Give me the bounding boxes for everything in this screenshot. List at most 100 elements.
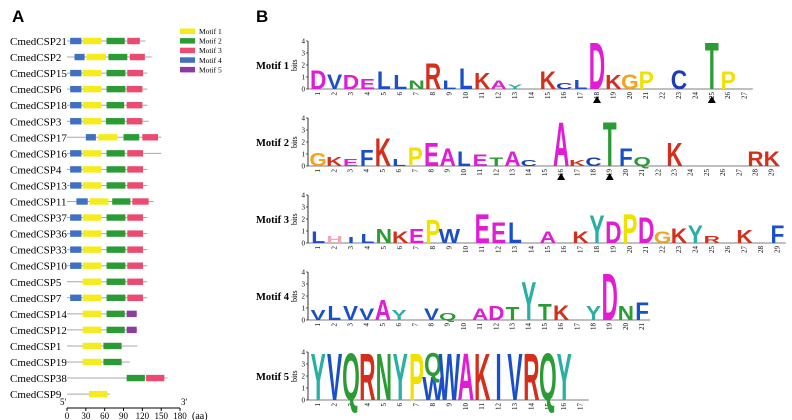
logo-glyph: Y <box>392 307 407 323</box>
logo-glyph: Y <box>586 302 601 325</box>
logo-glyph: F <box>619 144 633 172</box>
protein-name: CmedCSP2 <box>10 52 61 64</box>
motif-box <box>82 118 102 125</box>
motif-box <box>106 278 126 285</box>
motif-box <box>106 37 125 45</box>
bits-tick-label: 2 <box>302 216 306 224</box>
conserved-cysteine-marker <box>593 96 601 103</box>
protein-row: CmedCSP2 <box>10 52 152 64</box>
legend-swatch <box>180 38 195 44</box>
logo-glyph: K <box>326 154 343 169</box>
position-label: 16 <box>557 169 565 177</box>
logo-glyph: A <box>458 340 474 415</box>
position-label: 14 <box>527 403 535 411</box>
bits-tick-label: 3 <box>302 50 306 58</box>
bits-axis-label: bits <box>290 136 299 148</box>
position-label: 11 <box>476 169 484 176</box>
bits-tick-label: 4 <box>302 38 306 46</box>
motif-box <box>127 166 143 173</box>
bits-tick-label: 3 <box>302 281 306 289</box>
logo-glyph: V <box>424 306 440 325</box>
bits-tick-label: 1 <box>302 228 306 236</box>
logo-glyph: T <box>506 304 520 325</box>
protein-name: CmedCSP19 <box>10 357 67 369</box>
position-label: 18 <box>590 323 598 331</box>
position-label: 11 <box>478 403 486 410</box>
protein-row: CmedCSP18 <box>10 100 148 112</box>
position-label: 17 <box>577 246 585 254</box>
bits-axis-label: bits <box>290 213 299 225</box>
bits-axis-label: bits <box>290 370 299 382</box>
logo-glyph: L <box>442 79 456 92</box>
position-label: 12 <box>495 92 503 100</box>
position-label: 15 <box>544 403 552 411</box>
protein-row: CmedCSP9 <box>10 389 110 401</box>
logo-glyph: Y <box>311 340 326 415</box>
logo-glyph: Q <box>539 340 557 415</box>
motif-box <box>74 53 85 61</box>
logo-glyph: W <box>439 340 460 415</box>
protein-name: CmedCSP33 <box>10 245 67 257</box>
logo-glyph: N <box>408 79 424 92</box>
position-label: 17 <box>573 169 581 177</box>
protein-name: CmedCSP6 <box>10 84 62 96</box>
motif-box <box>70 166 82 173</box>
position-label: 12 <box>492 169 500 177</box>
bits-tick-label: 4 <box>302 269 306 277</box>
logo-glyph: A <box>504 146 520 171</box>
motif-box <box>70 246 82 253</box>
logo-glyph: A <box>490 79 506 92</box>
position-label: 5 <box>379 169 387 173</box>
position-label: 16 <box>560 403 568 411</box>
protein-row: CmedCSP5 <box>10 277 148 289</box>
logo-glyph: K <box>572 229 589 247</box>
position-label: 23 <box>675 246 683 254</box>
position-label: 3 <box>347 323 355 327</box>
position-label: 9 <box>444 169 452 173</box>
motif-box <box>76 198 88 205</box>
position-label: 20 <box>626 92 634 100</box>
position-label: 16 <box>560 246 568 254</box>
position-label: 5 <box>380 403 388 407</box>
logo-glyph: G <box>654 229 672 247</box>
position-label: 1 <box>314 323 322 327</box>
position-label: 10 <box>460 169 468 177</box>
motif-box <box>82 85 102 93</box>
logo-glyph: K <box>666 137 683 175</box>
motif-box <box>127 230 143 237</box>
motif-box <box>82 37 102 45</box>
logo-glyph: A <box>540 229 556 247</box>
axis-end3: 3' <box>181 397 188 407</box>
motif-label: Motif 3 <box>256 215 289 226</box>
position-label: 18 <box>593 246 601 254</box>
motif-box <box>127 246 143 253</box>
position-label: 4 <box>363 92 371 96</box>
logo-glyph: A <box>472 306 488 325</box>
logo-glyph: D <box>589 29 605 104</box>
logo-glyph: C <box>521 159 537 168</box>
logo-glyph: Q <box>633 154 651 169</box>
position-label: 8 <box>428 323 436 327</box>
logo-glyph: K <box>671 224 687 248</box>
position-label: 6 <box>395 169 403 173</box>
position-label: 27 <box>735 169 743 177</box>
logo-glyph: R <box>523 340 539 415</box>
logo-glyph: Q <box>342 340 360 415</box>
logo-glyph: T <box>705 29 719 104</box>
protein-name: CmedCSP36 <box>10 229 67 241</box>
bits-tick-label: 0 <box>302 317 306 325</box>
bits-tick-label: 3 <box>302 127 306 135</box>
position-label: 16 <box>560 92 568 100</box>
position-label: 5 <box>379 323 387 327</box>
logo-glyph: V <box>327 70 342 94</box>
logo-glyph: K <box>375 130 392 174</box>
position-label: 12 <box>495 246 503 254</box>
logo-glyph: E <box>409 225 424 247</box>
motif-box <box>127 262 143 269</box>
position-label: 18 <box>590 169 598 177</box>
position-label: 14 <box>525 169 533 177</box>
protein-row: CmedCSP37 <box>10 213 148 225</box>
